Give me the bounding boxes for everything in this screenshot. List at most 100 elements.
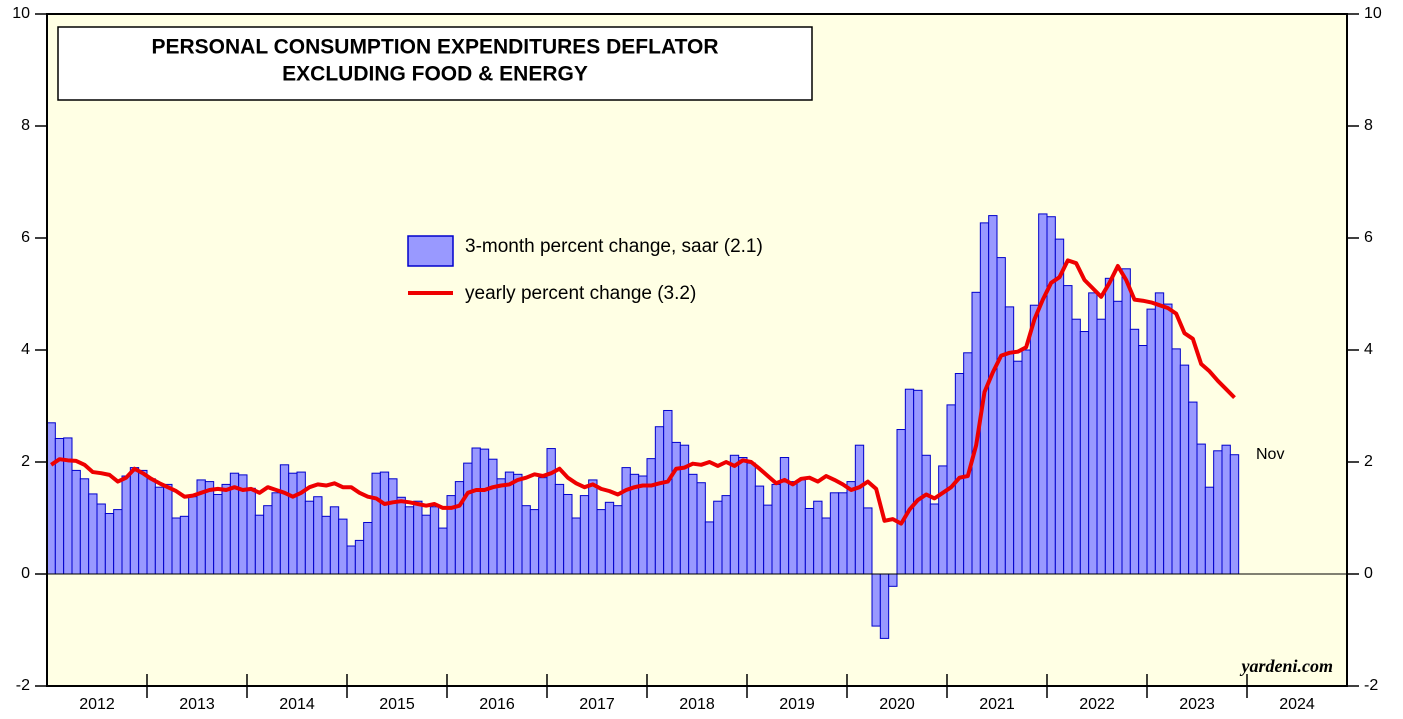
bar xyxy=(863,507,873,575)
bar xyxy=(729,454,740,575)
bar xyxy=(904,388,915,575)
bar xyxy=(921,454,931,575)
bar xyxy=(1163,303,1173,575)
bar xyxy=(113,509,123,575)
bar xyxy=(1071,318,1081,575)
bar xyxy=(804,507,815,575)
bar xyxy=(788,481,798,575)
annotation: Nov xyxy=(1256,446,1284,463)
bar xyxy=(521,505,531,575)
x-tick-label: 2014 xyxy=(279,696,315,713)
bar xyxy=(171,517,181,575)
bar xyxy=(346,545,356,575)
legend-swatch xyxy=(407,235,454,267)
line xyxy=(50,258,1236,526)
bar xyxy=(846,481,856,575)
bar xyxy=(1013,360,1023,575)
bar xyxy=(129,467,140,575)
legend-label: 3-month percent change, saar (2.1) xyxy=(465,236,763,257)
y-tick-label: 10 xyxy=(1364,5,1382,22)
bar xyxy=(421,514,431,575)
bar xyxy=(604,501,615,575)
bar xyxy=(1213,450,1223,575)
bar xyxy=(1196,443,1206,575)
bar xyxy=(438,527,448,575)
bar xyxy=(488,458,498,575)
bar xyxy=(288,472,298,575)
bar xyxy=(1088,292,1098,575)
bar xyxy=(571,517,581,575)
bar xyxy=(454,481,465,575)
bar xyxy=(363,521,373,575)
bar xyxy=(404,506,415,575)
bar xyxy=(188,496,198,575)
bar xyxy=(338,518,348,575)
bar xyxy=(888,573,898,587)
bar xyxy=(546,448,556,575)
bar xyxy=(1096,318,1106,575)
bar xyxy=(988,215,998,575)
x-tick-label: 2019 xyxy=(779,696,815,713)
x-tick-label: 2018 xyxy=(679,696,715,713)
bar xyxy=(588,479,598,575)
bar xyxy=(638,475,648,575)
bar xyxy=(138,469,148,575)
y-tick-label: 2 xyxy=(1364,453,1373,470)
bar xyxy=(1121,268,1131,575)
bar xyxy=(1229,454,1240,575)
bar xyxy=(396,496,406,575)
bar xyxy=(1021,349,1031,575)
bar xyxy=(213,493,223,575)
bar xyxy=(1079,331,1090,575)
bar xyxy=(696,482,706,575)
bar xyxy=(71,469,81,575)
y-tick-label: 6 xyxy=(21,229,30,246)
bar xyxy=(1004,306,1015,575)
bar xyxy=(79,478,90,575)
credit: yardeni.com xyxy=(1240,656,1334,676)
x-tick-label: 2022 xyxy=(1079,696,1115,713)
bar xyxy=(829,492,840,575)
y-tick-label: 6 xyxy=(1364,229,1373,246)
bar xyxy=(613,505,623,575)
bar xyxy=(263,505,273,575)
bar xyxy=(713,500,723,575)
bar xyxy=(479,448,490,575)
bar xyxy=(838,492,848,575)
bar xyxy=(413,500,423,575)
bar xyxy=(504,471,515,575)
bar xyxy=(279,464,290,575)
bar xyxy=(463,462,473,575)
bar xyxy=(304,500,315,575)
bar xyxy=(429,506,440,575)
bar xyxy=(763,504,773,575)
x-tick-label: 2020 xyxy=(879,696,915,713)
legend-label: yearly percent change (3.2) xyxy=(465,283,696,304)
bar xyxy=(1054,238,1065,575)
bar xyxy=(1104,277,1115,575)
bar xyxy=(179,515,190,575)
bar xyxy=(1113,300,1123,575)
bar xyxy=(579,495,590,575)
bar xyxy=(796,479,806,575)
bar xyxy=(663,409,673,575)
y-tick-label: 8 xyxy=(21,117,30,134)
bar xyxy=(821,517,831,575)
y-tick-label: 2 xyxy=(21,453,30,470)
bar xyxy=(854,444,865,575)
bar xyxy=(321,515,331,575)
bar xyxy=(513,473,523,575)
bar xyxy=(246,487,256,575)
bar xyxy=(379,471,390,575)
bar xyxy=(554,483,565,575)
bar xyxy=(621,467,631,575)
bar xyxy=(1046,216,1056,575)
bar xyxy=(896,429,906,575)
x-tick-label: 2017 xyxy=(579,696,615,713)
bar xyxy=(254,514,265,575)
bar xyxy=(938,465,948,575)
bar xyxy=(1038,213,1048,575)
bar xyxy=(46,422,56,575)
bar xyxy=(354,539,365,575)
bar xyxy=(313,496,323,575)
